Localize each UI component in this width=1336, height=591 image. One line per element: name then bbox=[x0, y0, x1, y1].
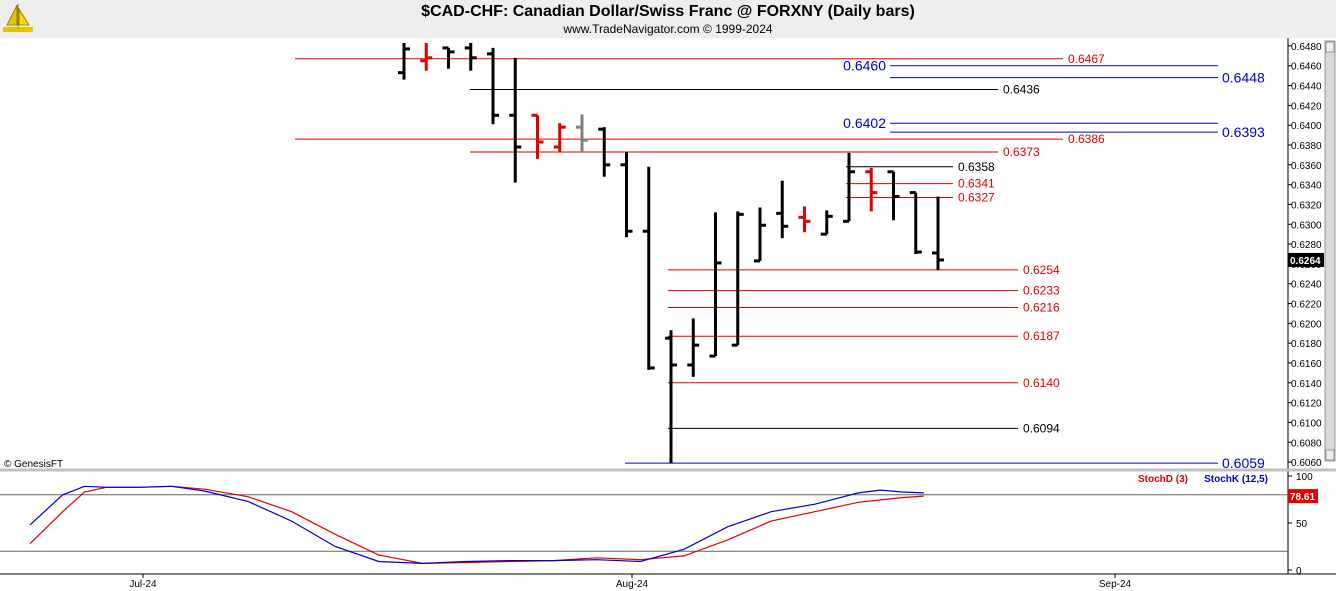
ohlc-bar bbox=[754, 207, 766, 263]
level-label: 0.6467 bbox=[1068, 52, 1105, 66]
ohlc-bar bbox=[731, 211, 744, 347]
ohlc-bar bbox=[442, 46, 455, 69]
time-tick-label: Aug-24 bbox=[616, 579, 649, 590]
blue-level-label: 0.6448 bbox=[1222, 70, 1265, 86]
price-axis: 0.6060 0.6080 0.6100 0.6120 0.6140 0.6160 0.61… bbox=[1288, 42, 1324, 469]
price-tick-label: 0.6400 bbox=[1291, 121, 1322, 132]
price-tick-label: 0.6200 bbox=[1291, 319, 1322, 330]
chart-frame bbox=[0, 38, 1336, 575]
ohlc-bar bbox=[420, 42, 433, 71]
price-tick-label: 0.6080 bbox=[1291, 438, 1322, 449]
chart-title: $CAD-CHF: Canadian Dollar/Swiss Franc @ … bbox=[421, 3, 915, 20]
scroll-up-icon bbox=[1325, 41, 1335, 53]
stochd-line bbox=[29, 485, 924, 565]
ohlc-bar bbox=[553, 123, 566, 152]
price-tick-label: 0.6440 bbox=[1291, 82, 1322, 93]
price-tick-label: 0.6460 bbox=[1291, 62, 1322, 73]
scrollbar-track bbox=[1324, 40, 1336, 462]
ohlc-bar bbox=[398, 42, 410, 80]
time-axis: Jul-24 Aug-24 Sep-24 bbox=[129, 574, 1132, 590]
price-tick-label: 0.6160 bbox=[1291, 359, 1322, 370]
scroll-down-icon bbox=[1325, 449, 1335, 461]
ohlc-bar bbox=[909, 191, 922, 254]
price-bars bbox=[398, 42, 944, 464]
price-tick-label: 0.6100 bbox=[1291, 418, 1322, 429]
ohlc-bar bbox=[509, 57, 522, 183]
stoch-last-badge bbox=[1288, 489, 1318, 504]
level-label: 0.6386 bbox=[1068, 132, 1105, 146]
level-label: 0.6373 bbox=[1003, 145, 1040, 159]
ohlc-bar bbox=[598, 127, 611, 177]
level-label: 0.6254 bbox=[1023, 263, 1060, 277]
price-tick-label: 0.6300 bbox=[1291, 220, 1322, 231]
price-tick-label: 0.6420 bbox=[1291, 101, 1322, 112]
blue-level-label: 0.6402 bbox=[843, 115, 886, 131]
ohlc-bar bbox=[464, 42, 477, 71]
chart-header: $CAD-CHF: Canadian Dollar/Swiss Franc @ … bbox=[0, 0, 1336, 38]
price-tick-label: 0.6060 bbox=[1291, 458, 1322, 469]
price-tick-label: 0.6120 bbox=[1291, 399, 1322, 410]
stochk-line bbox=[29, 485, 924, 565]
price-tick-label: 0.6220 bbox=[1291, 300, 1322, 311]
level-label: 0.6140 bbox=[1023, 376, 1060, 390]
time-tick-label: Sep-24 bbox=[1099, 579, 1132, 590]
stoch-tick-label: 100 bbox=[1296, 472, 1313, 483]
level-label: 0.6341 bbox=[958, 177, 995, 191]
price-tick-label: 0.6280 bbox=[1291, 240, 1322, 251]
ohlc-bar bbox=[820, 210, 833, 236]
stoch-tick-label: 50 bbox=[1296, 519, 1308, 530]
level-label: 0.6327 bbox=[958, 191, 995, 205]
ohlc-bar bbox=[709, 212, 722, 358]
ohlc-bar bbox=[487, 47, 499, 125]
copyright-label: © GenesisFT bbox=[4, 459, 63, 470]
level-label: 0.6216 bbox=[1023, 301, 1060, 315]
chart-subtitle: www.TradeNavigator.com © 1999-2024 bbox=[563, 22, 773, 36]
ohlc-bar bbox=[642, 166, 655, 370]
level-label: 0.6187 bbox=[1023, 329, 1060, 343]
ohlc-bar bbox=[620, 151, 633, 238]
price-tick-label: 0.6180 bbox=[1291, 339, 1322, 350]
price-tick-label: 0.6480 bbox=[1291, 42, 1322, 53]
blue-level-label: 0.6460 bbox=[843, 58, 886, 74]
blue-level-label: 0.6059 bbox=[1222, 455, 1265, 471]
ohlc-bar bbox=[932, 196, 944, 270]
price-tick-label: 0.6320 bbox=[1291, 200, 1322, 211]
stoch-tick-label: 0 bbox=[1296, 566, 1302, 577]
legend-stochd: StochD (3) bbox=[1138, 474, 1188, 485]
price-levels: 0.64670.64360.63860.63730.63580.63410.63… bbox=[295, 52, 1265, 471]
ohlc-bar bbox=[531, 113, 544, 159]
price-tick-label: 0.6380 bbox=[1291, 141, 1322, 152]
ohlc-bar bbox=[576, 114, 588, 152]
legend-stochk: StochK (12,5) bbox=[1204, 474, 1268, 485]
ohlc-bar bbox=[776, 180, 789, 239]
ohlc-bar bbox=[665, 330, 677, 464]
ohlc-bar bbox=[865, 167, 878, 212]
price-tick-label: 0.6360 bbox=[1291, 161, 1322, 172]
price-tick-label: 0.6340 bbox=[1291, 181, 1322, 192]
level-label: 0.6358 bbox=[958, 160, 995, 174]
level-label: 0.6094 bbox=[1023, 421, 1060, 435]
price-tick-label: 0.6140 bbox=[1291, 379, 1322, 390]
level-label: 0.6436 bbox=[1003, 83, 1040, 97]
last-price-badge bbox=[1288, 252, 1324, 267]
ohlc-bar bbox=[843, 152, 855, 223]
blue-level-label: 0.6393 bbox=[1222, 124, 1265, 140]
time-tick-label: Jul-24 bbox=[129, 579, 157, 590]
ohlc-bar bbox=[687, 318, 700, 377]
ohlc-bar bbox=[798, 206, 811, 233]
stoch-last-label: 78.61 bbox=[1290, 492, 1315, 503]
price-tick-label: 0.6240 bbox=[1291, 280, 1322, 291]
level-label: 0.6233 bbox=[1023, 284, 1060, 298]
last-price-label: 0.6264 bbox=[1290, 256, 1321, 267]
ohlc-bar bbox=[887, 170, 900, 221]
stochastic-panel: 0 50 100 StochD (3) StochK (12,5) 78.61 bbox=[0, 472, 1318, 577]
sailboat-logo-icon bbox=[3, 4, 33, 32]
